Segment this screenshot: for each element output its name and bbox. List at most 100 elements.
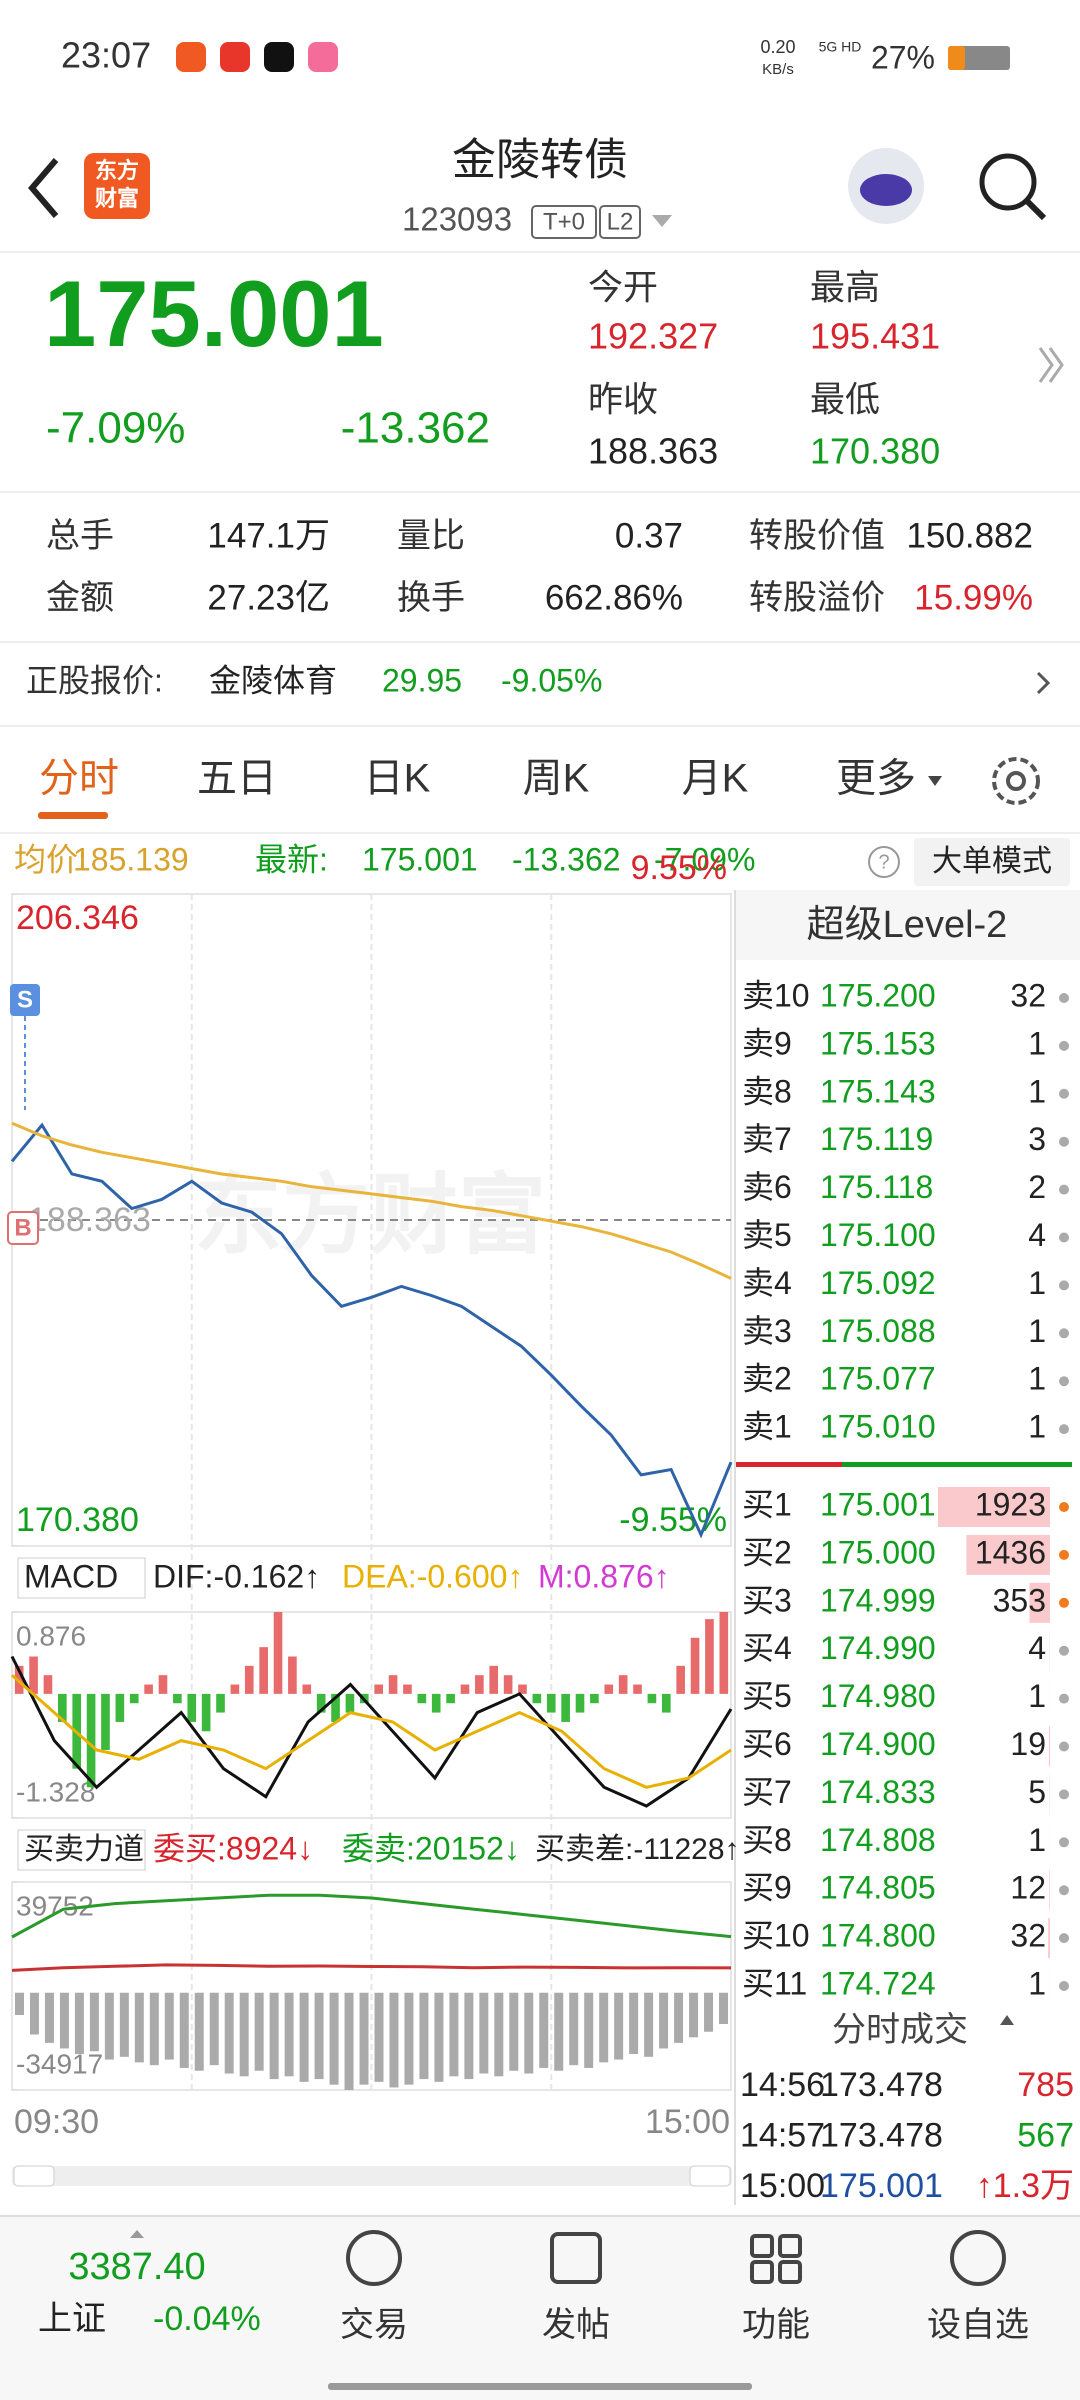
underlying-name[interactable]: 金陵体育: [209, 662, 337, 698]
book-price: 174.833: [820, 1774, 936, 1810]
bar: [719, 1612, 729, 1694]
bar: [584, 1992, 594, 2068]
nav-icon[interactable]: [550, 2232, 602, 2284]
bar: [44, 1992, 54, 2043]
book-label: 买6: [742, 1726, 792, 1762]
bar: [374, 1992, 384, 2082]
book-label: 买4: [742, 1630, 792, 1666]
tab[interactable]: 五日: [197, 757, 277, 801]
tab[interactable]: 周K: [523, 757, 590, 801]
bar: [618, 1675, 628, 1694]
indicator-name[interactable]: MACD: [24, 1558, 118, 1594]
book-label: 卖4: [742, 1265, 792, 1301]
nav-icon[interactable]: [950, 2230, 1006, 2286]
bar: [561, 1693, 570, 1722]
book-dot: [1059, 1933, 1069, 1944]
book-price: 174.808: [820, 1822, 936, 1858]
scroll-handle[interactable]: [13, 2165, 55, 2187]
book-label: 买9: [742, 1870, 792, 1906]
bar: [179, 1992, 189, 2068]
field-label: 今开: [588, 268, 658, 307]
book-dot: [1059, 1184, 1069, 1195]
book-volume: 1: [1028, 1265, 1046, 1301]
y-tick-label: 9.55%: [631, 849, 727, 887]
info-avg: 185.139: [73, 841, 189, 877]
field-label: 最高: [810, 268, 880, 307]
book-dot: [1059, 1981, 1069, 1991]
book-volume: 32: [1010, 1918, 1046, 1954]
bar: [119, 1992, 129, 2057]
bar: [216, 1693, 225, 1713]
bar: [569, 1992, 579, 2066]
field-value: 170.380: [810, 431, 940, 472]
stat-label: 金额: [46, 579, 114, 617]
book-label: 卖2: [742, 1361, 792, 1397]
app-icon: [176, 42, 206, 72]
y-tick-label: 206.346: [16, 899, 139, 937]
book-volume: 1: [1028, 1025, 1046, 1061]
y-tick-label: -34917: [16, 2048, 103, 2079]
chevron[interactable]: [1038, 347, 1054, 383]
tab[interactable]: 日K: [364, 757, 431, 801]
settings-icon[interactable]: [992, 757, 1040, 805]
volume-bar: [966, 1534, 1050, 1575]
commission-buy: 委买:8924↓: [153, 1830, 313, 1866]
book-price: 175.200: [820, 977, 936, 1013]
badge-box: [599, 205, 641, 239]
scrollbar[interactable]: [12, 2166, 732, 2186]
search-icon[interactable]: [979, 153, 1037, 211]
dropdown[interactable]: [652, 215, 672, 227]
tab[interactable]: 分时: [39, 757, 119, 801]
bar: [344, 1992, 354, 2090]
dropdown[interactable]: [928, 776, 942, 786]
line: [11, 1963, 732, 1972]
chevron[interactable]: [1036, 671, 1051, 695]
nav-label[interactable]: 设自选: [927, 2306, 1029, 2344]
nav-label[interactable]: 发帖: [542, 2306, 610, 2344]
nav-icon[interactable]: [346, 2230, 402, 2286]
indicator-name[interactable]: 买卖力道: [24, 1833, 144, 1866]
book-dot: [1059, 1040, 1069, 1051]
book-label: 卖1: [742, 1409, 792, 1445]
app-icon: [220, 42, 250, 72]
book-price: 175.100: [820, 1217, 936, 1253]
trade-time: 14:56: [740, 2066, 825, 2104]
mode-button-label[interactable]: 大单模式: [932, 845, 1052, 878]
nav-icon: [778, 2260, 802, 2284]
field-value: 192.327: [588, 316, 718, 357]
net-speed: 0.20: [760, 37, 795, 57]
help-icon[interactable]: [868, 846, 900, 878]
tab[interactable]: 更多: [836, 757, 916, 801]
nav-icon[interactable]: [750, 2234, 774, 2258]
nav-label[interactable]: 交易: [340, 2306, 408, 2344]
mode-button[interactable]: [914, 838, 1070, 886]
bar: [460, 1684, 470, 1694]
tab[interactable]: 月K: [682, 757, 749, 801]
bar: [494, 1992, 504, 2077]
book-volume: 1923: [975, 1486, 1046, 1522]
back-button[interactable]: [28, 158, 59, 218]
book-volume: 32: [1010, 977, 1046, 1013]
indicator-select[interactable]: [17, 1557, 146, 1599]
underlying-label: 正股报价:: [26, 662, 163, 698]
bar: [590, 1693, 599, 1704]
bar: [614, 1992, 624, 2060]
book-volume: 353: [993, 1582, 1046, 1618]
stat-value: 15.99%: [914, 578, 1033, 617]
nav-label[interactable]: 功能: [742, 2306, 810, 2344]
bar: [173, 1693, 182, 1704]
book-dot: [1059, 1232, 1069, 1243]
book-label: 买2: [742, 1534, 792, 1570]
bar: [316, 1693, 326, 1713]
bar: [58, 1693, 67, 1722]
bar: [464, 1992, 474, 2080]
scroll-handle[interactable]: [689, 2165, 731, 2187]
book-label: 卖5: [742, 1217, 792, 1253]
book-dot: [1059, 1424, 1069, 1435]
badge-b: [7, 1211, 39, 1245]
underlying-price: 29.95: [382, 662, 462, 698]
indicator-select[interactable]: [17, 1829, 146, 1871]
book-price: 175.088: [820, 1313, 936, 1349]
